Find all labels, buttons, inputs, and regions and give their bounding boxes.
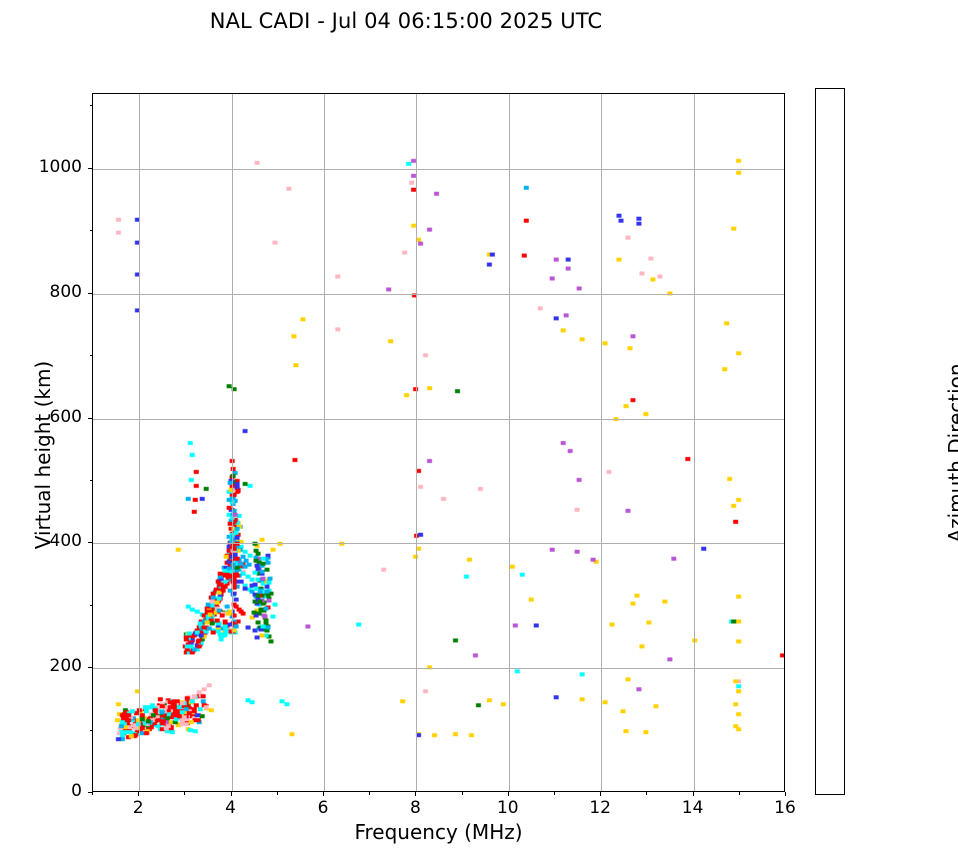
gridline-vertical xyxy=(508,94,510,791)
x-axis-label: Frequency (MHz) xyxy=(354,820,523,844)
gridline-horizontal xyxy=(93,543,784,545)
y-tick xyxy=(88,792,92,793)
gridline-vertical xyxy=(324,94,325,791)
colorbar-title: Azimuth Direction xyxy=(944,363,958,543)
y-tick-minor xyxy=(89,355,92,357)
x-tick-minor xyxy=(369,792,371,795)
x-tick-minor xyxy=(461,792,463,795)
y-tick-minor xyxy=(89,230,92,232)
y-tick-minor xyxy=(89,729,92,731)
x-tick-label: 10 xyxy=(496,798,519,818)
x-tick xyxy=(323,792,324,796)
y-tick-label: 600 xyxy=(49,406,82,427)
x-tick-minor xyxy=(554,792,555,795)
x-tick-label: 14 xyxy=(681,798,704,818)
y-tick xyxy=(88,542,92,544)
y-tick xyxy=(88,667,92,669)
x-tick-minor xyxy=(184,792,186,795)
x-tick-label: 8 xyxy=(409,798,421,818)
y-tick xyxy=(88,167,92,169)
y-tick-minor xyxy=(89,479,92,481)
x-tick xyxy=(692,792,694,796)
gridline-vertical xyxy=(601,94,603,791)
x-tick xyxy=(507,792,509,796)
x-tick-minor xyxy=(92,792,93,795)
y-tick-label: 0 xyxy=(71,781,82,801)
y-tick-minor xyxy=(89,604,92,606)
page-title: NAL CADI - Jul 04 06:15:00 2025 UTC xyxy=(209,9,603,33)
gridline-vertical xyxy=(139,94,141,791)
y-tick-minor xyxy=(89,105,92,107)
gridline-vertical xyxy=(693,94,695,791)
y-tick xyxy=(88,417,92,419)
gridline-vertical xyxy=(231,94,233,791)
x-tick-label: 4 xyxy=(225,798,236,818)
x-tick-label: 12 xyxy=(589,798,611,818)
y-tick-label: 400 xyxy=(49,531,82,552)
x-tick xyxy=(600,792,602,796)
x-tick-minor xyxy=(738,792,740,795)
y-axis-label: Virtual height (km) xyxy=(31,360,55,550)
x-tick-minor xyxy=(646,792,648,795)
x-tick-minor xyxy=(276,792,278,795)
y-tick-label: 800 xyxy=(49,281,82,302)
x-tick xyxy=(138,792,140,796)
gridline-vertical xyxy=(416,94,418,791)
x-tick xyxy=(230,792,232,796)
x-tick-label: 2 xyxy=(132,798,144,818)
y-tick xyxy=(88,292,92,294)
plot-area xyxy=(92,93,785,792)
x-tick-label: 6 xyxy=(317,798,329,818)
gridline-horizontal xyxy=(93,668,784,670)
colorbar xyxy=(815,88,845,795)
x-tick xyxy=(785,792,786,796)
gridline-horizontal xyxy=(93,293,784,295)
y-tick-label: 200 xyxy=(49,656,82,677)
x-tick xyxy=(415,792,417,796)
gridline-horizontal xyxy=(93,418,784,420)
gridline-horizontal xyxy=(93,168,784,170)
y-tick-label: 1000 xyxy=(38,156,82,177)
scatter-canvas xyxy=(93,94,784,791)
x-tick-label: 16 xyxy=(774,798,796,818)
